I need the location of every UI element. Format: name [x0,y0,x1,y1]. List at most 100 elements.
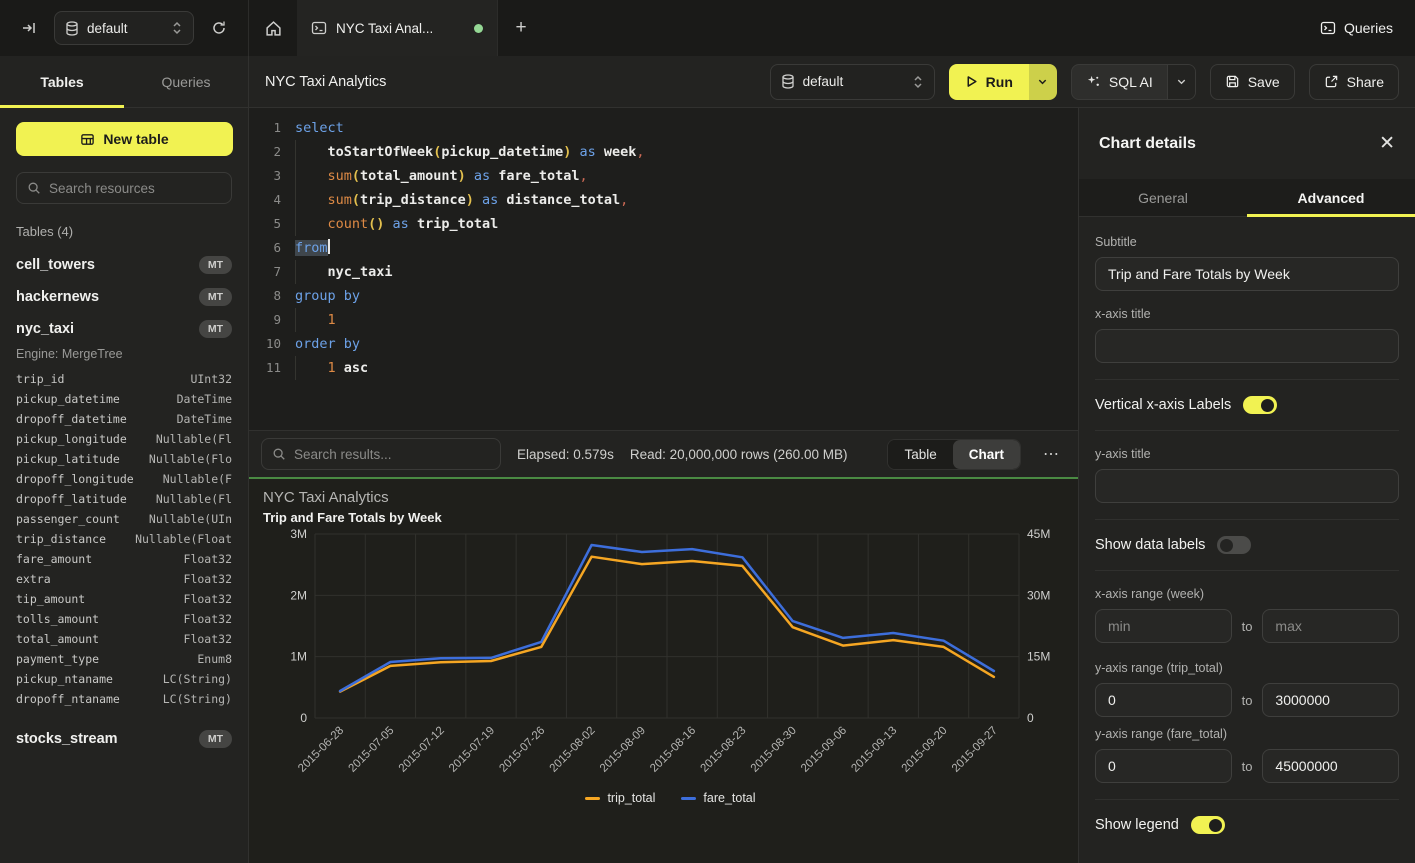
x-axis-title-input[interactable] [1095,329,1399,363]
panel-header: Chart details ✕ [1079,108,1415,179]
show-legend-row: Show legend [1095,816,1399,834]
divider [1095,570,1399,571]
tab-advanced-label: Advanced [1298,190,1365,206]
y-axis-range-trip-max-input[interactable] [1262,683,1399,717]
new-table-button[interactable]: New table [16,122,233,156]
tab-general-label: General [1138,190,1188,206]
home-tab[interactable] [249,0,297,56]
database-selector-topbar[interactable]: default [54,11,194,45]
svg-text:0: 0 [300,711,307,725]
editor-line[interactable]: 9 1 [249,308,1078,332]
queries-button[interactable]: Queries [1320,20,1393,36]
queries-button-label: Queries [1344,20,1393,36]
sidebar-tab-tables[interactable]: Tables [0,56,124,107]
toolbar-row: Tables Queries NYC Taxi Analytics defaul… [0,56,1415,108]
svg-text:2015-09-06: 2015-09-06 [799,725,849,775]
refresh-button[interactable] [204,13,234,43]
column-row: dropoff_ntanameLC(String) [16,689,232,709]
share-button[interactable]: Share [1309,64,1399,100]
line-chart[interactable]: 001M15M2M30M3M45M2015-06-282015-07-05201… [263,525,1075,787]
run-options-button[interactable] [1029,64,1057,100]
divider [1095,519,1399,520]
x-axis-range-max-input[interactable] [1262,609,1399,643]
x-axis-range-label: x-axis range (week) [1095,587,1399,601]
view-toggle-chart[interactable]: Chart [953,440,1020,469]
line-number: 11 [249,356,281,380]
resources-sidebar: New table Tables (4) cell_towers MT hack… [0,108,249,863]
editor-line[interactable]: 11 1 asc [249,356,1078,380]
x-axis-range-min-input[interactable] [1095,609,1232,643]
to-label: to [1242,619,1253,634]
editor-line[interactable]: 5 count() as trip_total [249,212,1078,236]
results-search[interactable] [261,438,501,470]
column-name: pickup_datetime [16,389,120,409]
show-legend-toggle[interactable] [1191,816,1225,834]
y-axis-range-trip-row: to [1095,683,1399,717]
y-axis-range-fare-min-input[interactable] [1095,749,1232,783]
run-button[interactable]: Run [949,64,1029,100]
sql-ai-button[interactable]: SQL AI [1072,65,1167,99]
column-name: pickup_ntaname [16,669,113,689]
editor-line[interactable]: 4 sum(trip_distance) as distance_total, [249,188,1078,212]
column-list: trip_idUInt32pickup_datetimeDateTimedrop… [0,369,248,715]
view-toggle-table[interactable]: Table [888,440,952,469]
resource-search-input[interactable] [49,181,221,196]
save-button[interactable]: Save [1210,64,1295,100]
sidebar-tab-queries[interactable]: Queries [124,56,248,107]
column-type: LC(String) [163,689,232,709]
table-item-cell-towers[interactable]: cell_towers MT [0,249,248,281]
table-item-stocks-stream[interactable]: stocks_stream MT [0,723,248,755]
column-row: tip_amountFloat32 [16,589,232,609]
more-horizontal-icon: ⋯ [1043,444,1060,464]
database-selector-toolbar[interactable]: default [770,64,935,100]
line-number: 3 [249,164,281,188]
legend-item-fare_total[interactable]: fare_total [681,791,755,805]
column-type: DateTime [177,389,232,409]
y-axis-range-trip-min-input[interactable] [1095,683,1232,717]
svg-text:2015-09-20: 2015-09-20 [900,725,950,775]
editor-line[interactable]: 1select [249,116,1078,140]
show-data-labels-toggle[interactable] [1217,536,1251,554]
svg-text:2015-08-16: 2015-08-16 [648,725,698,775]
line-number: 2 [249,140,281,164]
close-panel-button[interactable]: ✕ [1379,134,1395,153]
tab-general[interactable]: General [1079,179,1247,216]
vertical-x-labels-toggle[interactable] [1243,396,1277,414]
column-row: fare_amountFloat32 [16,549,232,569]
svg-text:45M: 45M [1027,527,1050,541]
tab-advanced[interactable]: Advanced [1247,179,1415,216]
x-axis-title-field-group: x-axis title [1095,307,1399,363]
resource-search[interactable] [16,172,232,204]
query-tab-active[interactable]: NYC Taxi Anal... [297,0,498,56]
column-type: Nullable(Float [135,529,232,549]
svg-text:2015-07-26: 2015-07-26 [497,725,547,775]
column-type: Float32 [184,629,232,649]
y-axis-title-input[interactable] [1095,469,1399,503]
legend-item-trip_total[interactable]: trip_total [585,791,655,805]
column-type: Nullable(F [163,469,232,489]
results-search-input[interactable] [294,447,490,462]
column-row: trip_distanceNullable(Float [16,529,232,549]
editor-line[interactable]: 10order by [249,332,1078,356]
column-name: dropoff_latitude [16,489,127,509]
editor-line[interactable]: 6from [249,236,1078,260]
editor-line[interactable]: 7 nyc_taxi [249,260,1078,284]
editor-line[interactable]: 3 sum(total_amount) as fare_total, [249,164,1078,188]
subtitle-input[interactable] [1095,257,1399,291]
y-axis-range-fare-row: to [1095,749,1399,783]
more-options-button[interactable]: ⋯ [1037,444,1066,464]
engine-badge: MT [199,730,232,748]
collapse-sidebar-button[interactable] [14,13,44,43]
sql-ai-options-button[interactable] [1167,65,1195,99]
line-number: 9 [249,308,281,332]
table-item-nyc-taxi[interactable]: nyc_taxi MT [0,313,248,345]
new-tab-button[interactable]: + [498,0,544,56]
sql-editor[interactable]: 1select2 toStartOfWeek(pickup_datetime) … [249,108,1078,430]
topbar-right: Queries [1320,0,1415,56]
x-axis-range-group: x-axis range (week) to [1095,587,1399,643]
editor-line[interactable]: 8group by [249,284,1078,308]
editor-line[interactable]: 2 toStartOfWeek(pickup_datetime) as week… [249,140,1078,164]
search-icon [27,181,41,195]
y-axis-range-fare-max-input[interactable] [1262,749,1399,783]
table-item-hackernews[interactable]: hackernews MT [0,281,248,313]
